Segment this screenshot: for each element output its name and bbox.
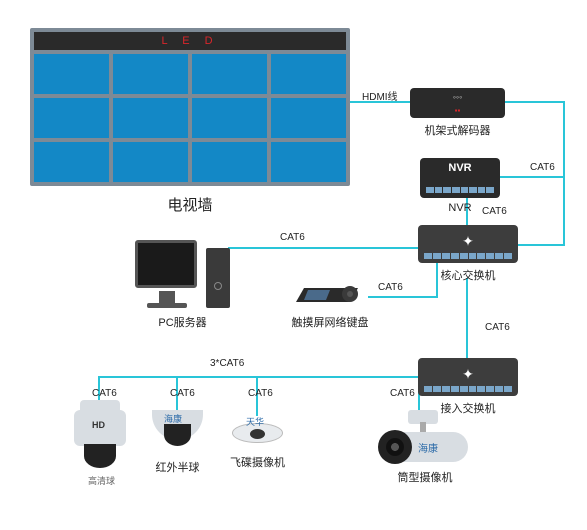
label-cat6-c4: CAT6: [390, 388, 415, 399]
bullet-camera: 海康 筒型摄像机: [370, 410, 480, 485]
access-switch: ✦ 接入交换机: [418, 358, 518, 416]
pc-server: PC服务器: [135, 240, 230, 330]
ufo-camera: 天华 飞碟摄像机: [230, 415, 285, 470]
edge-decoder-right: [505, 101, 565, 103]
bullet-camera-label: 筒型摄像机: [370, 469, 480, 485]
label-cat6-pc: CAT6: [280, 232, 305, 243]
touch-keyboard-label: 触摸屏网络键盘: [290, 314, 370, 330]
label-cat6-c2: CAT6: [170, 388, 195, 399]
ptz-dome-camera: HD 高清球: [70, 400, 130, 470]
label-cat6-nvr-r: CAT6: [530, 162, 555, 173]
switch-icon: ✦: [462, 366, 474, 383]
decoder-label: 机架式解码器: [410, 122, 505, 138]
nvr: NVR NVR: [420, 158, 500, 214]
edge-pc-core: [228, 247, 420, 249]
ir-dome-camera: 海康 红外半球: [150, 410, 205, 475]
edge-right-trunk: [563, 101, 565, 246]
video-wall-label: 电视墙: [30, 194, 350, 215]
label-3cat6: 3*CAT6: [210, 358, 244, 369]
label-cat6-core-acc: CAT6: [485, 322, 510, 333]
led-banner: L E D: [34, 32, 346, 50]
ptz-dome-label: 高清球: [88, 474, 115, 487]
edge-nvr-right: [500, 176, 565, 178]
label-hdmi: HDMI线: [362, 88, 398, 103]
nvr-label: NVR: [420, 202, 500, 214]
edge-trunk-core: [518, 244, 565, 246]
core-switch: ✦ 核心交换机: [418, 225, 518, 283]
touch-keyboard: 触摸屏网络键盘: [290, 280, 370, 330]
pc-server-label: PC服务器: [135, 314, 230, 330]
video-wall: L E D 电视墙: [30, 28, 350, 215]
core-switch-label: 核心交换机: [418, 267, 518, 283]
ufo-camera-label: 飞碟摄像机: [230, 454, 285, 470]
ir-dome-label: 红外半球: [150, 459, 205, 475]
switch-icon: ✦: [462, 233, 474, 250]
edge-cam-bus: [98, 376, 420, 378]
decoder: ◦◦◦ ▪▪ 机架式解码器: [410, 88, 505, 138]
edge-core-access: [466, 278, 468, 360]
label-cat6-kbd: CAT6: [378, 282, 403, 293]
label-cat6-c1: CAT6: [92, 388, 117, 399]
edge-kbd-core: [368, 296, 438, 298]
label-cat6-c3: CAT6: [248, 388, 273, 399]
